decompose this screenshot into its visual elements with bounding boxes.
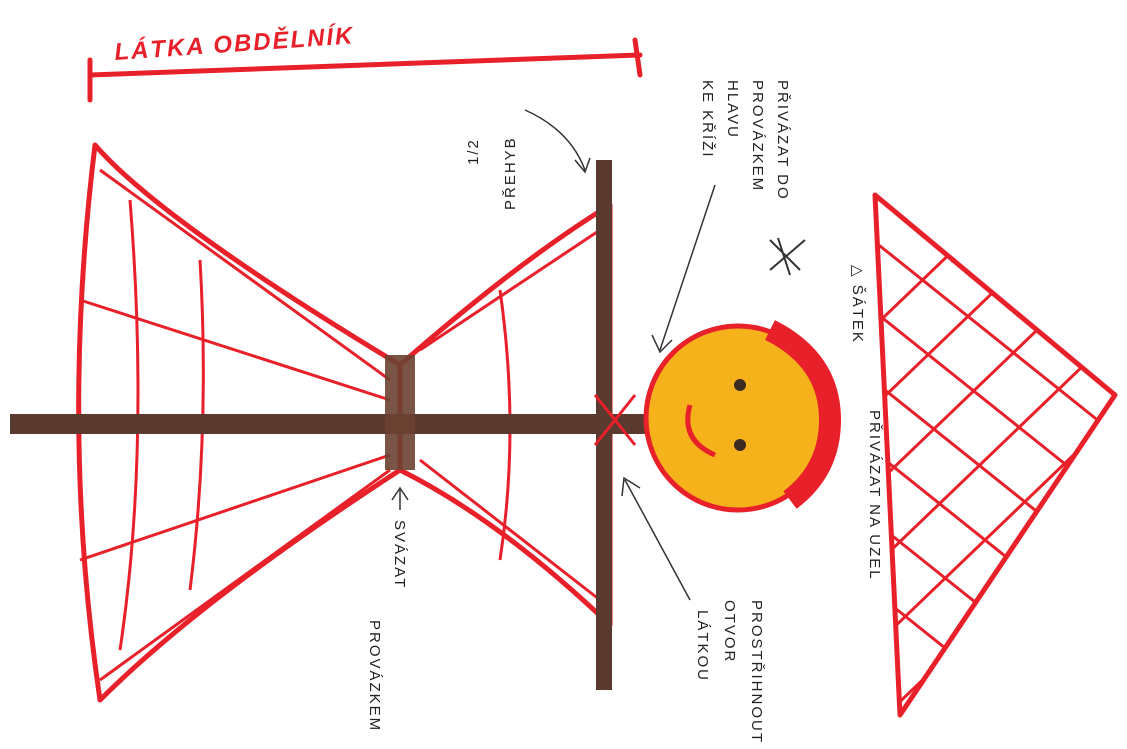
sketch: LÁTKA OBDĚLNÍK PŘEHYB1/2PŘIVÁZAT DOPR: [0, 0, 1127, 749]
note-line: PŘEHYB: [502, 136, 519, 210]
note-line: 1/2: [465, 138, 482, 165]
note-line: PROSTŘIHNOUT: [748, 600, 765, 744]
note-line: KE KŘÍŽI: [699, 80, 716, 159]
note-line: SVÁZAT: [391, 520, 408, 589]
note-line: PŘIVÁZAT NA UZEL: [866, 410, 883, 581]
note-line: PROVÁZKEM: [366, 620, 383, 732]
note-line: △ ŠÁTEK: [849, 265, 866, 344]
note-line: OTVOR: [721, 600, 738, 663]
note-line: HLAVU: [724, 80, 741, 139]
note-line: LÁTKOU: [694, 610, 711, 682]
note-line: PŘIVÁZAT DO: [774, 80, 791, 201]
note-line: PROVÁZKEM: [749, 80, 766, 192]
